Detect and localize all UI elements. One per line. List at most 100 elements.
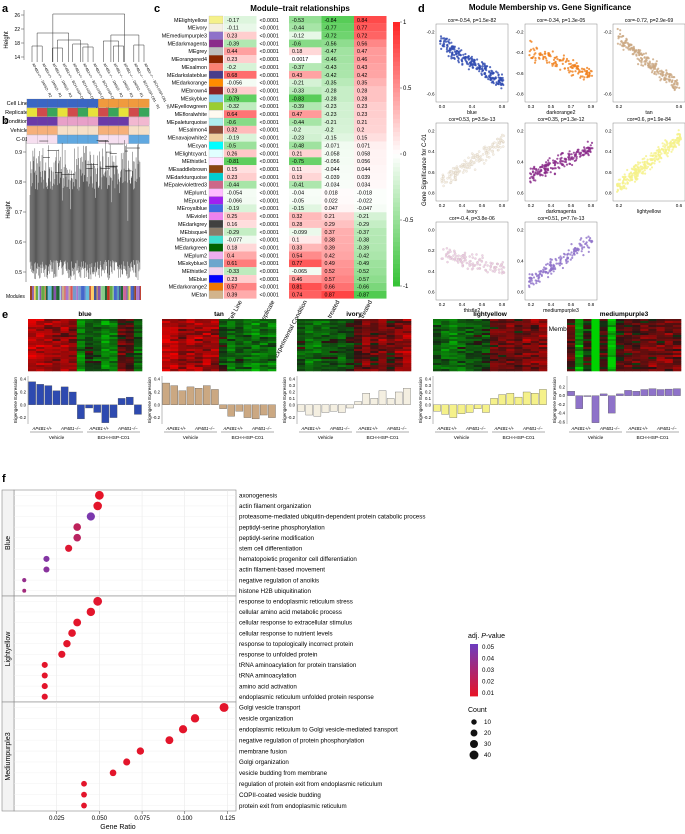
heatmap-tile [465,367,475,370]
heatmap-tile [313,339,322,342]
heatmap-tile [162,321,171,324]
heatmap-tile [109,351,118,354]
heatmap-tile [624,355,633,358]
scatter-point [630,171,633,174]
genotype-label: AP4B1−/− [465,426,486,431]
heatmap-tile [394,339,404,342]
legend-gradient-step [393,35,400,41]
heatmap-tile [186,337,195,340]
heatmap-cell [321,31,354,40]
eigengene-ytick: 0.2 [425,390,432,395]
scatter-point [568,162,571,165]
heatmap-tile [227,367,236,370]
heatmap-tile [313,331,322,334]
module-color-swatch [208,235,224,244]
heatmap-cell-value: <0.0001 [260,81,279,87]
heatmap-tile [305,353,314,356]
heatmap-tile [354,335,363,338]
heatmap-tile [267,351,277,354]
heatmap-tile [530,351,540,354]
heatmap-tile [210,331,220,334]
scatter-point [562,54,566,57]
heatmap-tile [575,353,584,356]
heatmap-tile [575,355,584,358]
heatmap-cell-value: -0.42 [325,73,337,79]
panel-a-ytick: 18 [14,41,20,47]
heatmap-tile [656,327,666,330]
scatter-point [491,77,494,80]
scatter-point [666,155,669,158]
heatmap-tile [530,345,540,348]
heatmap-cell [256,39,289,48]
heatmap-cell-value: 0.87 [325,293,335,299]
heatmap-tile [538,329,548,332]
heatmap-tile [402,367,412,370]
heatmap-tile [490,333,499,336]
legend-gradient-step [393,22,400,27]
heatmap-tile [125,323,135,326]
heatmap-cell [289,141,322,150]
heatmap-tile [624,357,633,360]
heatmap-tile [624,327,633,330]
heatmap-tile [490,347,499,350]
scatter-point [541,53,544,57]
heatmap-tile [85,353,94,356]
module-row-label: MEpaleturquoise [167,120,207,126]
heatmap-tile [109,353,118,356]
heatmap-tile [68,359,78,362]
heatmap-tile [538,325,548,328]
heatmap-tile [345,325,355,328]
heatmap-tile [235,357,244,360]
heatmap-tile [337,351,347,354]
heatmap-tile [101,353,110,356]
heatmap-tile [267,355,277,358]
scatter-point [497,268,501,271]
heatmap-tile [362,319,371,322]
heatmap-tile [672,333,682,336]
go-term-dot [73,523,81,531]
heatmap-tile [313,361,322,364]
heatmap-tile [219,327,228,330]
heatmap-cell-value: 0.23 [227,34,237,40]
heatmap-cell-value: -0.05 [292,198,304,204]
panel-b-module-band [45,286,48,300]
heatmap-tile [465,321,475,324]
heatmap-tile [235,337,244,340]
heatmap-tile [194,331,204,334]
count-tick-label: 10 [484,719,491,726]
heatmap-tile [378,323,387,326]
module-color-swatch [208,23,224,32]
heatmap-tile [402,355,412,358]
x-tick-label: 0.100 [177,815,193,822]
scatter-frame [612,122,685,202]
heatmap-tile [28,359,37,362]
heatmap-tile [194,343,204,346]
heatmap-tile [117,337,127,340]
heatmap-tile [170,337,179,340]
heatmap-tile [170,339,179,342]
heatmap-tile [117,361,127,364]
heatmap-cell [321,149,354,158]
heatmap-tile [85,349,94,352]
heatmap-tile [251,347,261,350]
scatter-point [553,264,556,267]
heatmap-cell-value: <0.0001 [260,159,279,165]
heatmap-tile [362,355,371,358]
scatter-point [474,257,477,260]
scatter-ytick: -0.6 [427,92,435,97]
scatter-point [585,147,588,150]
scatter-point [554,163,557,166]
heatmap-tile [329,363,339,366]
legend-gradient-step [393,44,400,49]
heatmap-tile [133,329,143,332]
scatter-point [644,166,647,169]
scatter-point [652,58,655,61]
legend-gradient-step [393,140,400,146]
legend-gradient-step [393,189,400,195]
scatter-point [479,65,482,68]
heatmap-tile [133,369,143,372]
heatmap-tile [305,343,314,346]
scatter-point [630,167,634,170]
heatmap-tile [632,341,641,344]
heatmap-tile [457,363,466,366]
